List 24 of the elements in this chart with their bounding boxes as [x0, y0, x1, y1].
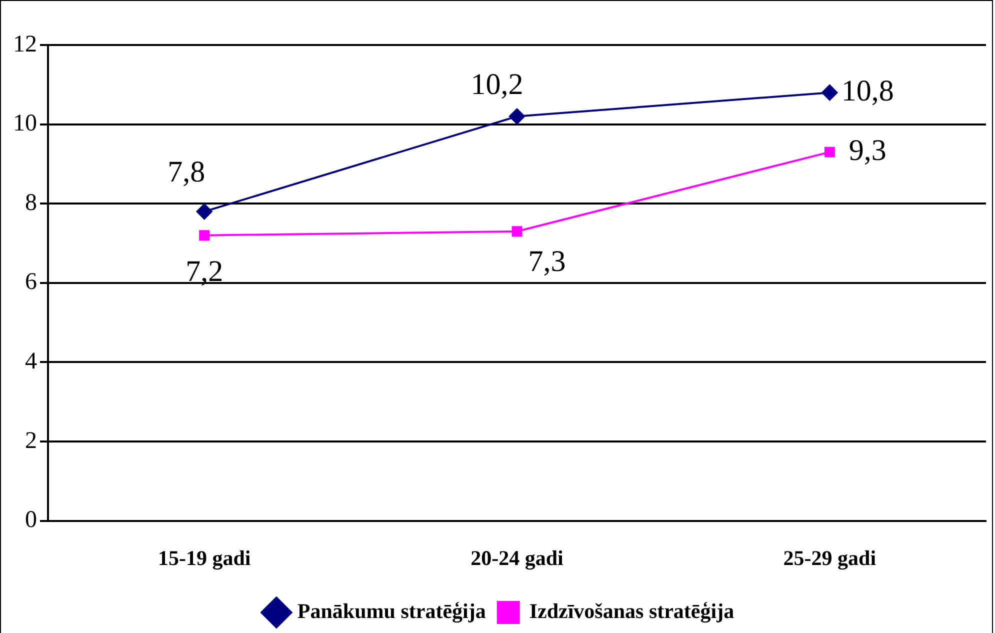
point [199, 230, 210, 241]
data-label: 7,8 [168, 155, 206, 188]
x-tick-label: 25-29 gadi [783, 546, 876, 570]
y-tick-label: 4 [25, 348, 37, 374]
y-tick-label: 8 [25, 190, 37, 216]
legend-label: Panākumu stratēģija [297, 598, 486, 623]
data-label: 10,8 [841, 74, 894, 108]
x-tick-label: 20-24 gadi [470, 546, 564, 570]
y-tick-label: 12 [13, 31, 37, 58]
point [822, 84, 838, 101]
x-tick-label: 15-19 gadi [158, 546, 251, 570]
point [509, 108, 525, 124]
legend-label: Izdzīvošanas stratēģija [529, 598, 735, 623]
y-tick-label: 2 [25, 428, 37, 454]
point [512, 226, 522, 237]
y-tick-label: 10 [13, 110, 37, 137]
data-label: 10,2 [470, 68, 524, 102]
y-tick-label: 0 [25, 507, 37, 534]
data-label: 9,3 [848, 134, 886, 167]
y-tick-label: 6 [25, 269, 37, 296]
data-label: 7,2 [186, 255, 224, 288]
point [824, 146, 835, 158]
data-label: 7,3 [528, 245, 566, 278]
point [196, 204, 212, 220]
